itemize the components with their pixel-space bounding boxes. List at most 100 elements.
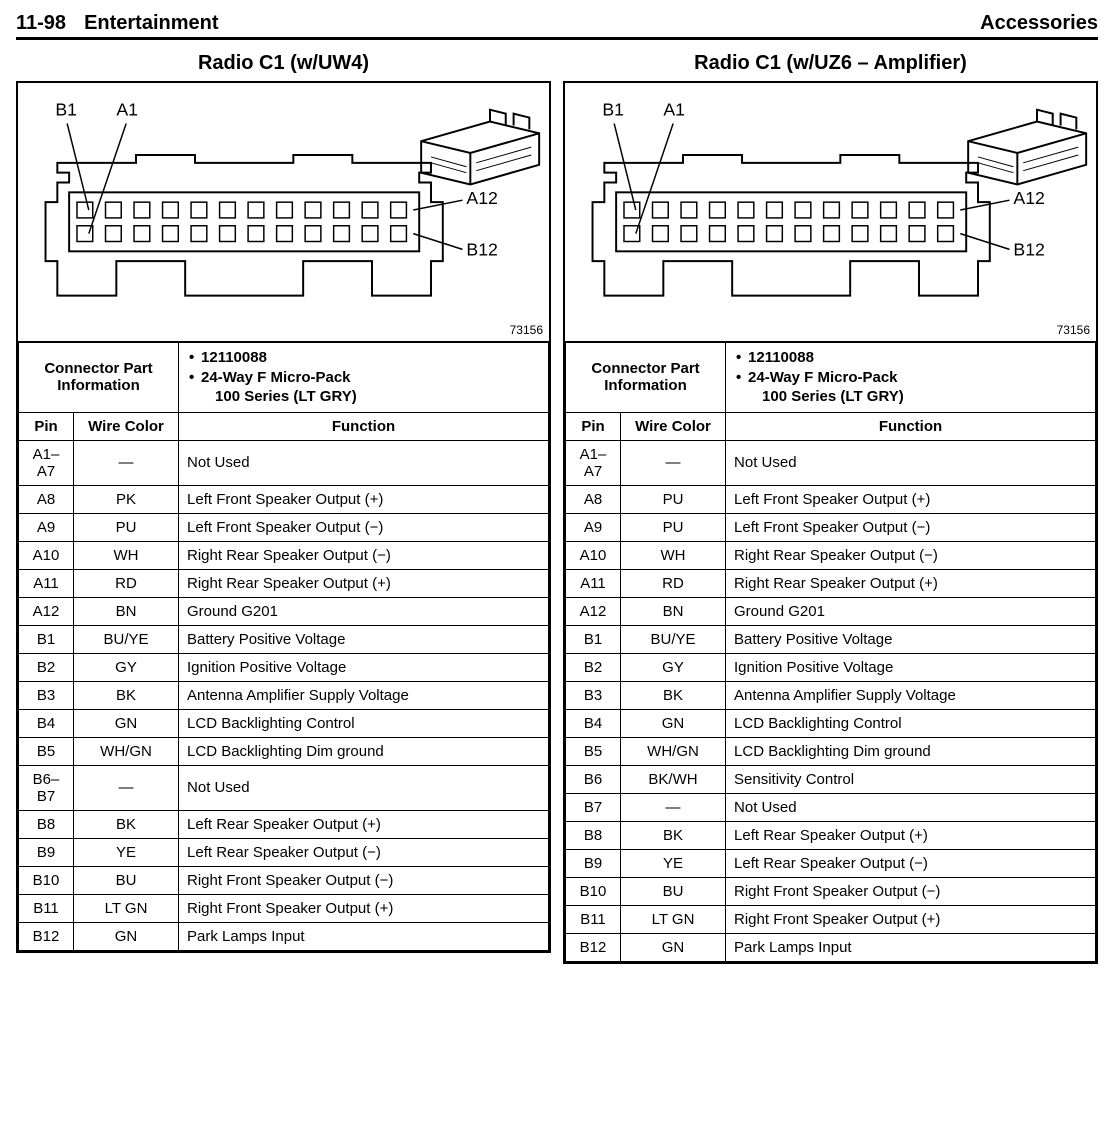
table-row: B12GNPark Lamps Input: [566, 933, 1096, 961]
pin-cell: B12: [19, 922, 74, 950]
section-right: Accessories: [980, 12, 1098, 35]
function-cell: Left Rear Speaker Output (+): [179, 810, 549, 838]
wire-cell: WH/GN: [74, 737, 179, 765]
diagram-cell: B1 A1 A12 B12 73156: [565, 83, 1096, 343]
connector-part-info-value: 1211008824-Way F Micro-Pack100 Series (L…: [179, 343, 549, 412]
table-row: B9YELeft Rear Speaker Output (−): [19, 838, 549, 866]
pin-label-b12: B12: [1013, 239, 1044, 259]
wire-cell: YE: [74, 838, 179, 866]
pin-label-b12: B12: [466, 239, 497, 259]
table-row: B11LT GNRight Front Speaker Output (+): [19, 894, 549, 922]
wire-cell: YE: [621, 849, 726, 877]
panel: Radio C1 (w/UW4) B1 A1: [16, 50, 551, 964]
function-cell: Right Front Speaker Output (−): [179, 866, 549, 894]
col-header-pin: Pin: [566, 412, 621, 440]
function-cell: Left Front Speaker Output (+): [179, 485, 549, 513]
wire-cell: —: [74, 440, 179, 485]
panel-title: Radio C1 (w/UW4): [16, 52, 551, 75]
function-cell: LCD Backlighting Dim ground: [179, 737, 549, 765]
table-row: A8PKLeft Front Speaker Output (+): [19, 485, 549, 513]
function-cell: Left Rear Speaker Output (−): [726, 849, 1096, 877]
wire-cell: WH/GN: [621, 737, 726, 765]
table-row: B12GNPark Lamps Input: [19, 922, 549, 950]
wire-cell: PU: [74, 513, 179, 541]
pin-cell: A8: [566, 485, 621, 513]
wire-cell: RD: [621, 569, 726, 597]
wire-cell: GY: [621, 653, 726, 681]
col-header-wire: Wire Color: [621, 412, 726, 440]
function-cell: LCD Backlighting Control: [726, 709, 1096, 737]
wire-cell: BU/YE: [74, 625, 179, 653]
function-cell: Right Rear Speaker Output (−): [726, 541, 1096, 569]
function-cell: Not Used: [179, 765, 549, 810]
table-row: A11RDRight Rear Speaker Output (+): [19, 569, 549, 597]
pin-cell: A1–A7: [566, 440, 621, 485]
table-row: A10WHRight Rear Speaker Output (−): [566, 541, 1096, 569]
table-row: A1–A7—Not Used: [566, 440, 1096, 485]
col-header-wire: Wire Color: [74, 412, 179, 440]
function-cell: Antenna Amplifier Supply Voltage: [179, 681, 549, 709]
panel-title: Radio C1 (w/UZ6 – Amplifier): [563, 52, 1098, 75]
pin-cell: B10: [19, 866, 74, 894]
function-cell: Not Used: [179, 440, 549, 485]
pinout-table: Connector PartInformation1211008824-Way …: [18, 343, 549, 951]
function-cell: Right Front Speaker Output (−): [726, 877, 1096, 905]
table-row: B11LT GNRight Front Speaker Output (+): [566, 905, 1096, 933]
pin-cell: B9: [566, 849, 621, 877]
function-cell: Not Used: [726, 440, 1096, 485]
wire-cell: GY: [74, 653, 179, 681]
wire-cell: —: [621, 440, 726, 485]
function-cell: Left Rear Speaker Output (+): [726, 821, 1096, 849]
wire-cell: BN: [621, 597, 726, 625]
pinout-table: Connector PartInformation1211008824-Way …: [565, 343, 1096, 962]
table-row: B5WH/GNLCD Backlighting Dim ground: [19, 737, 549, 765]
table-row: B3BKAntenna Amplifier Supply Voltage: [566, 681, 1096, 709]
table-row: B6–B7—Not Used: [19, 765, 549, 810]
wire-cell: LT GN: [74, 894, 179, 922]
pin-cell: B6: [566, 765, 621, 793]
function-cell: Right Front Speaker Output (+): [726, 905, 1096, 933]
wire-cell: BU/YE: [621, 625, 726, 653]
pin-cell: B11: [566, 905, 621, 933]
connector-diagram: B1 A1 A12 B12: [18, 83, 549, 341]
pin-cell: B8: [19, 810, 74, 838]
pin-cell: B1: [19, 625, 74, 653]
function-cell: Ground G201: [726, 597, 1096, 625]
pin-cell: A9: [566, 513, 621, 541]
wire-cell: BK: [74, 681, 179, 709]
section-number: 11-98: [16, 12, 66, 35]
function-cell: Right Rear Speaker Output (−): [179, 541, 549, 569]
function-cell: Left Front Speaker Output (+): [726, 485, 1096, 513]
wire-cell: WH: [621, 541, 726, 569]
pin-cell: A12: [19, 597, 74, 625]
function-cell: Battery Positive Voltage: [726, 625, 1096, 653]
function-cell: Left Front Speaker Output (−): [726, 513, 1096, 541]
function-cell: Battery Positive Voltage: [179, 625, 549, 653]
pin-cell: B4: [19, 709, 74, 737]
wire-cell: BK: [621, 681, 726, 709]
wire-cell: BU: [74, 866, 179, 894]
function-cell: Left Front Speaker Output (−): [179, 513, 549, 541]
pin-label-b1: B1: [55, 100, 77, 120]
pin-label-a1: A1: [663, 100, 685, 120]
function-cell: Ignition Positive Voltage: [726, 653, 1096, 681]
function-cell: Park Lamps Input: [179, 922, 549, 950]
pin-cell: B2: [566, 653, 621, 681]
col-header-fn: Function: [726, 412, 1096, 440]
page-header: 11-98 Entertainment Accessories: [16, 12, 1098, 40]
pin-cell: B4: [566, 709, 621, 737]
pin-cell: A12: [566, 597, 621, 625]
wire-cell: —: [74, 765, 179, 810]
table-row: B2GYIgnition Positive Voltage: [566, 653, 1096, 681]
pin-cell: B2: [19, 653, 74, 681]
connector-part-info-value: 1211008824-Way F Micro-Pack100 Series (L…: [726, 343, 1096, 412]
function-cell: Park Lamps Input: [726, 933, 1096, 961]
wire-cell: PK: [74, 485, 179, 513]
pin-cell: A1–A7: [19, 440, 74, 485]
function-cell: Left Rear Speaker Output (−): [179, 838, 549, 866]
connector-diagram: B1 A1 A12 B12: [565, 83, 1096, 341]
pin-cell: B11: [19, 894, 74, 922]
table-row: A9PULeft Front Speaker Output (−): [19, 513, 549, 541]
pin-label-a12: A12: [466, 188, 497, 208]
pin-cell: B5: [566, 737, 621, 765]
